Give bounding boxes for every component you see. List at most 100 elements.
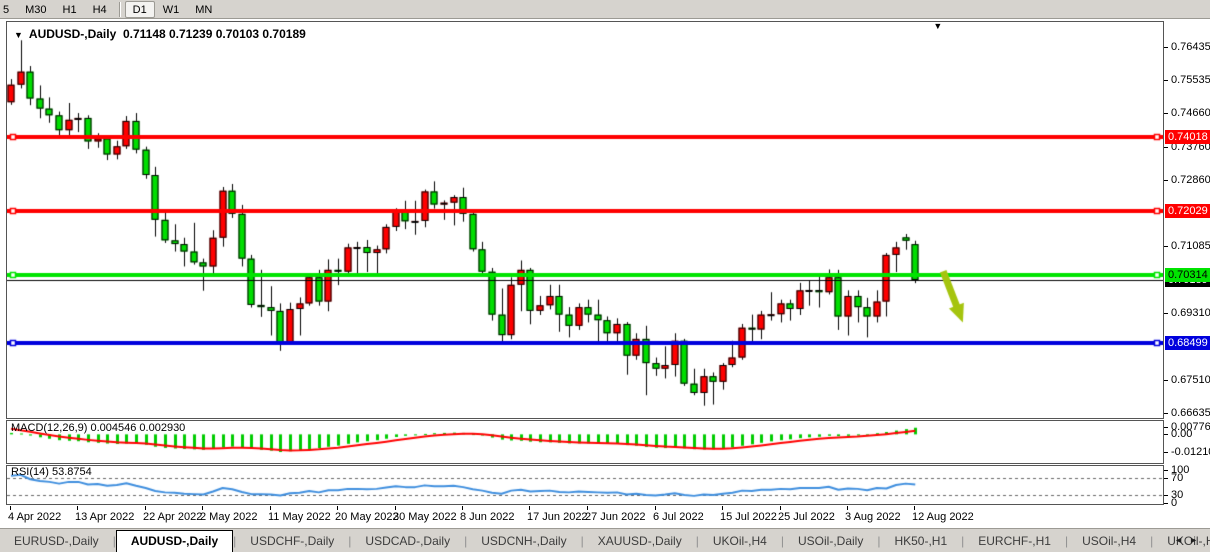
date-tick-mark (202, 506, 203, 510)
chart-tab-EURUSD-Daily[interactable]: EURUSD-,Daily (14, 534, 99, 548)
hline-price-label: 0.68499 (1165, 336, 1210, 350)
tab-separator: | (464, 534, 468, 548)
tab-separator: | (1064, 534, 1069, 548)
chart-tab-HK50-H1[interactable]: HK50-,H1 (894, 534, 948, 548)
tab-separator: | (780, 534, 784, 548)
axis-tick-mark (1164, 434, 1168, 435)
date-tick-mark (77, 506, 78, 510)
date-label: 22 Apr 2022 (143, 511, 203, 523)
axis-tick-mark (1164, 427, 1168, 428)
price-tick-label: 0.72860 (1171, 174, 1210, 186)
chart-shift-marker-icon: ▼ (933, 21, 943, 31)
date-tick-mark (395, 506, 396, 510)
hline-price-label: 0.72029 (1165, 204, 1210, 218)
date-label: 3 Aug 2022 (845, 511, 901, 523)
chart-title: ▼ AUDUSD-,Daily 0.71148 0.71239 0.70103 0… (14, 27, 306, 41)
date-label: 2 May 2022 (200, 511, 258, 523)
macd-label: MACD(12,26,9) 0.004546 0.002930 (11, 422, 186, 434)
symbol-tabbar: EURUSD-,Daily | AUDUSD-,Daily | USDCHF-,Dail… (0, 528, 1210, 552)
rsi-label: RSI(14) 53.8754 (11, 466, 92, 478)
timeframe-toolbar: 5 M30 H1 H4 D1 W1 MN (0, 0, 1210, 19)
axis-tick-mark (1164, 380, 1168, 381)
date-tick-mark (780, 506, 781, 510)
timeframe-button-M30[interactable]: M30 (25, 3, 47, 16)
date-label: 4 Apr 2022 (8, 511, 62, 523)
timeframe-button-W1[interactable]: W1 (162, 3, 180, 16)
chart-tab-UKOil-H4[interactable]: UKOil-,H4 (1167, 534, 1210, 548)
axis-tick-mark (1164, 80, 1168, 81)
axis-tick-mark (1164, 147, 1168, 148)
chart-tab-UKOil-H4[interactable]: UKOil-,H4 (712, 534, 767, 548)
axis-tick-mark (1164, 246, 1168, 247)
chart-tab-USDCNH-Daily[interactable]: USDCNH-,Daily (481, 534, 567, 548)
axis-tick-mark (1164, 413, 1168, 414)
toolbar-separator (118, 1, 121, 17)
tabs-scroll-right-icon[interactable]: ► (1189, 535, 1204, 545)
date-label: 13 Apr 2022 (75, 511, 135, 523)
axis-tick-mark (1164, 180, 1168, 181)
tab-separator: | (112, 534, 116, 548)
date-tick-mark (722, 506, 723, 510)
rsi-axis-100: 100 (1171, 464, 1190, 476)
chart-symbol-label: AUDUSD-,Daily (28, 27, 117, 41)
symbol-dropdown-icon[interactable]: ▼ (14, 30, 23, 40)
axis-tick-mark (1164, 47, 1168, 48)
macd-axis-min: -0.012101 (1171, 446, 1210, 458)
price-tick-label: 0.69310 (1171, 307, 1210, 319)
tab-separator: | (233, 534, 237, 548)
rsi-axis-0: 0 (1171, 497, 1178, 509)
date-label: 17 Jun 2022 (527, 511, 588, 523)
date-label: 11 May 2022 (268, 511, 331, 523)
timeframe-button-D1[interactable]: D1 (124, 0, 155, 18)
main-chart-canvas[interactable] (6, 21, 1164, 419)
tab-separator: | (348, 534, 352, 548)
axis-tick-mark (1164, 113, 1168, 114)
date-label: 6 Jul 2022 (653, 511, 704, 523)
macd-axis-zero: 0.00 (1171, 428, 1193, 440)
price-tick-label: 0.73760 (1171, 141, 1210, 153)
date-label: 27 Jun 2022 (585, 511, 646, 523)
hline-price-label: 0.74018 (1165, 130, 1210, 144)
macd-indicator-canvas[interactable] (6, 420, 1164, 464)
price-axis[interactable]: 0.76435 0.75535 0.74660 0.73760 0.72860 0.710… (1164, 21, 1210, 509)
chart-tab-XAUUSD-Daily[interactable]: XAUUSD-,Daily (597, 534, 682, 548)
axis-tick-mark (1164, 495, 1168, 496)
date-label: 30 May 2022 (393, 511, 457, 523)
timeframe-button-H4[interactable]: H4 (92, 3, 107, 16)
tab-separator: | (961, 534, 965, 548)
chart-ohlc-values: 0.71148 0.71239 0.70103 0.70189 (122, 27, 306, 41)
date-tick-mark (462, 506, 463, 510)
price-tick-label: 0.67510 (1171, 374, 1210, 386)
date-axis[interactable]: 4 Apr 2022 13 Apr 2022 22 Apr 2022 2 May 20… (6, 506, 1164, 526)
date-tick-mark (337, 506, 338, 510)
tabs-scroll-left-icon[interactable]: ◄ (1174, 535, 1190, 545)
date-tick-mark (914, 506, 915, 510)
date-label: 20 May 2022 (335, 511, 399, 523)
chart-tab-USOil-Daily[interactable]: USOil-,Daily (797, 534, 864, 548)
axis-tick-mark (1164, 452, 1168, 453)
chart-tab-AUDUSD-Daily[interactable]: AUDUSD-,Daily (115, 530, 234, 552)
axis-tick-mark (1164, 503, 1168, 504)
timeframe-button-5[interactable]: 5 (3, 3, 10, 16)
axis-tick-mark (1164, 478, 1168, 479)
chart-tab-USOil-H4[interactable]: USOil-,H4 (1082, 534, 1137, 548)
chart-tab-EURCHF-H1[interactable]: EURCHF-,H1 (978, 534, 1051, 548)
date-tick-mark (270, 506, 271, 510)
timeframe-button-H1[interactable]: H1 (62, 3, 77, 16)
tab-separator: | (580, 534, 584, 548)
tab-separator: | (877, 534, 881, 548)
hline-price-label: 0.70314 (1165, 268, 1210, 282)
date-label: 15 Jul 2022 (720, 511, 777, 523)
price-tick-label: 0.74660 (1171, 107, 1210, 119)
date-tick-mark (145, 506, 146, 510)
chart-tab-USDCAD-Daily[interactable]: USDCAD-,Daily (365, 534, 451, 548)
price-tick-label: 0.66635 (1171, 407, 1210, 419)
axis-tick-mark (1164, 470, 1168, 471)
date-tick-mark (10, 506, 11, 510)
rsi-indicator-canvas[interactable] (6, 465, 1164, 505)
date-tick-mark (529, 506, 530, 510)
timeframe-button-MN[interactable]: MN (195, 3, 213, 16)
date-label: 25 Jul 2022 (778, 511, 835, 523)
chart-tab-USDCHF-Daily[interactable]: USDCHF-,Daily (250, 534, 335, 548)
